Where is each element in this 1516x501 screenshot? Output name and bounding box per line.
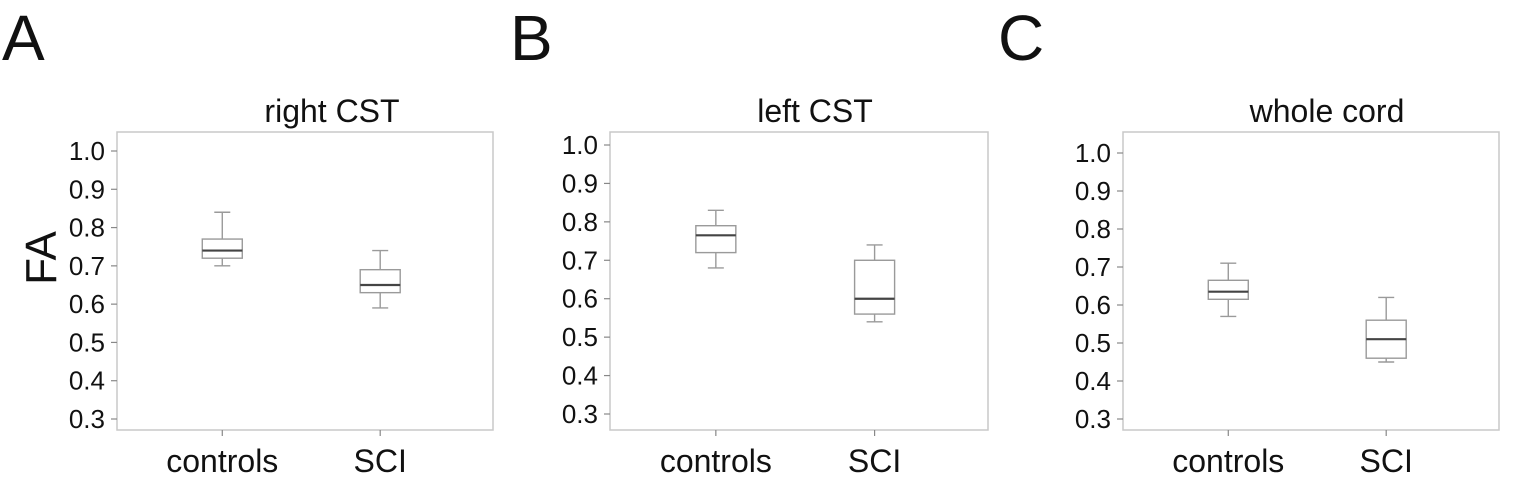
- y-tick-label: 0.9: [1075, 176, 1111, 206]
- plot-frame: [1122, 131, 1500, 431]
- y-tick-label: 0.6: [562, 284, 598, 314]
- y-tick-label: 0.4: [562, 361, 598, 391]
- box-controls: controls: [1172, 262, 1284, 479]
- panel-title: right CST: [264, 93, 399, 129]
- y-tick-label: 0.7: [562, 245, 598, 275]
- iqr-box: [1207, 279, 1249, 300]
- iqr-box: [359, 268, 401, 294]
- y-tick-label: 0.8: [1075, 214, 1111, 244]
- y-tick-label: 0.8: [562, 207, 598, 237]
- box-sci: SCI: [354, 249, 407, 479]
- y-tick-label: 0.5: [69, 327, 105, 357]
- y-tick-label: 0.7: [69, 251, 105, 281]
- y-tick-label: 0.9: [69, 174, 105, 204]
- x-tick-label: SCI: [354, 443, 407, 479]
- y-tick-label: 0.5: [1075, 328, 1111, 358]
- box-sci: SCI: [848, 244, 901, 479]
- y-axis-label: FA: [17, 230, 66, 284]
- x-tick-label: controls: [166, 443, 278, 479]
- plot-frame: [116, 131, 494, 431]
- x-tick-label: controls: [1172, 443, 1284, 479]
- y-tick-label: 0.6: [1075, 290, 1111, 320]
- panel-letter: A: [2, 2, 45, 74]
- x-tick-label: controls: [660, 443, 772, 479]
- panel-letter: B: [510, 2, 553, 74]
- y-tick-label: 0.3: [1075, 404, 1111, 434]
- iqr-box: [853, 259, 896, 315]
- y-tick-label: 0.5: [562, 322, 598, 352]
- panel-letter: C: [998, 2, 1044, 74]
- y-tick-label: 0.9: [562, 168, 598, 198]
- box-controls: controls: [660, 209, 772, 479]
- box-sci: SCI: [1360, 296, 1413, 479]
- y-tick-label: 1.0: [562, 130, 598, 160]
- panel-title: whole cord: [1249, 93, 1405, 129]
- y-tick-label: 0.6: [69, 289, 105, 319]
- box-controls: controls: [166, 211, 278, 479]
- y-tick-label: 0.4: [69, 366, 105, 396]
- y-tick-label: 0.4: [1075, 366, 1111, 396]
- y-tick-label: 0.3: [69, 404, 105, 434]
- y-tick-label: 1.0: [1075, 138, 1111, 168]
- plot-frame: [609, 131, 989, 431]
- y-tick-label: 0.8: [69, 213, 105, 243]
- y-tick-label: 0.3: [562, 399, 598, 429]
- panel-title: left CST: [757, 93, 873, 129]
- x-tick-label: SCI: [848, 443, 901, 479]
- x-tick-label: SCI: [1360, 443, 1413, 479]
- iqr-box: [201, 238, 243, 259]
- y-tick-label: 1.0: [69, 136, 105, 166]
- y-tick-label: 0.7: [1075, 252, 1111, 282]
- iqr-box: [695, 224, 737, 254]
